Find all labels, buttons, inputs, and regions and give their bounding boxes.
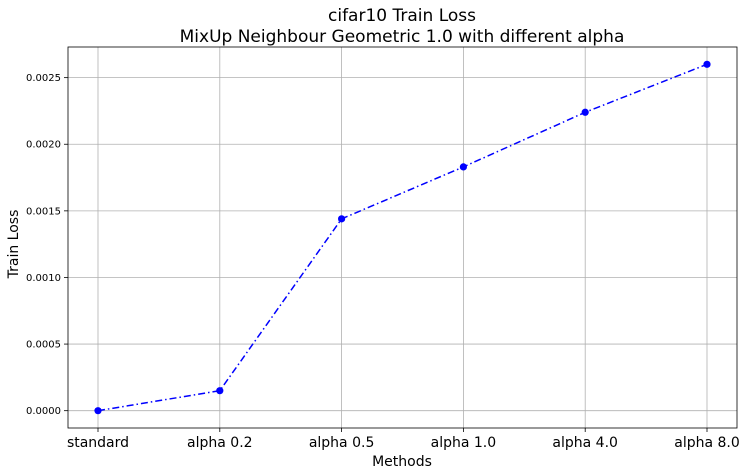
x-tick-label: alpha 1.0: [431, 435, 497, 451]
data-point: [581, 108, 589, 116]
grid: [68, 47, 737, 428]
x-tick-label: alpha 0.2: [187, 435, 253, 451]
data-point: [459, 163, 467, 171]
chart-title: cifar10 Train Loss: [328, 6, 476, 26]
x-axis-label: Methods: [372, 454, 432, 470]
y-tick-label: 0.0025: [26, 73, 61, 84]
series-points: [94, 60, 711, 415]
x-tick-label: alpha 4.0: [552, 435, 618, 451]
y-tick-label: 0.0015: [26, 206, 61, 217]
data-point: [338, 215, 346, 223]
plot-frame: [67, 46, 738, 429]
y-tick-label: 0.0005: [26, 340, 61, 351]
chart-subtitle: MixUp Neighbour Geometric 1.0 with diffe…: [180, 27, 625, 47]
series-line: [97, 63, 708, 412]
y-tick-label: 0.0000: [26, 406, 61, 417]
y-tick-label: 0.0010: [26, 273, 61, 284]
x-tick-label: alpha 8.0: [674, 435, 740, 451]
x-axis-ticks: standard alpha 0.2 alpha 0.5 alpha 1.0 alpha…: [67, 428, 740, 451]
axes-frame: [67, 46, 738, 429]
x-tick-label: standard: [67, 435, 129, 451]
series-line-0: [97, 63, 708, 412]
y-axis-ticks: 0.0000 0.0005 0.0010 0.0015 0.0020 0.0025: [26, 73, 68, 417]
y-tick-label: 0.0020: [26, 140, 61, 151]
data-point: [216, 387, 224, 395]
data-point: [703, 60, 711, 68]
data-point: [94, 407, 102, 415]
y-axis-label: Train Loss: [6, 210, 22, 280]
x-tick-label: alpha 0.5: [309, 435, 375, 451]
